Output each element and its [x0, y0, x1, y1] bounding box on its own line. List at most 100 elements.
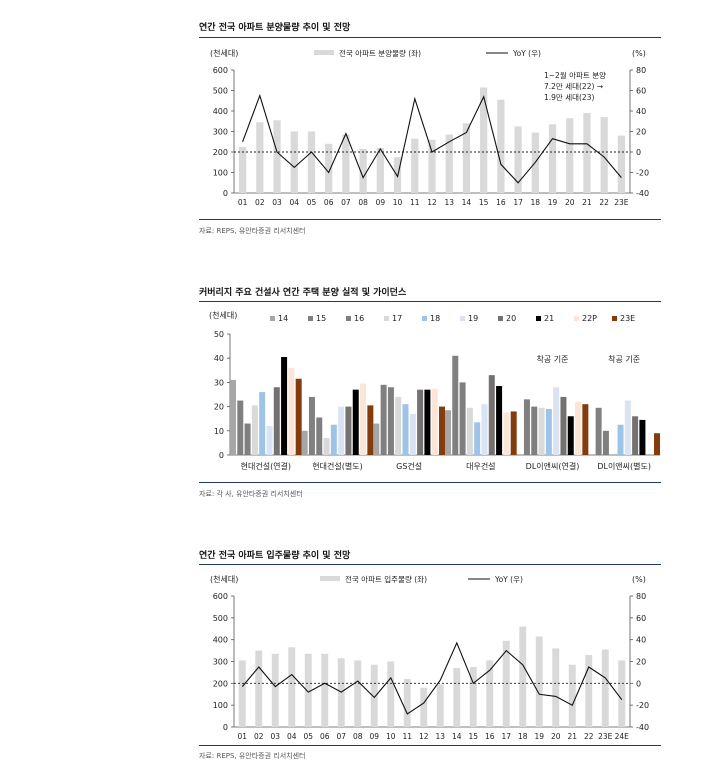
- supply-chart: 0 100 200 300 400 500 600 -40 -20 0 20 40 60 80 01 02 03…: [210, 48, 649, 207]
- bar-16: [387, 387, 394, 455]
- bar-18: [330, 424, 337, 455]
- x-tick-label: 05: [307, 198, 317, 207]
- x-tick-label: 06: [324, 198, 334, 207]
- chart2-top-rule: [199, 301, 661, 302]
- bar: [583, 113, 591, 193]
- legend-bar-label: 전국 아파트 입주물량 (좌): [345, 574, 427, 584]
- x-tick-label: 22: [584, 732, 594, 741]
- annotation-text: 7.2만 세대(22) →: [544, 82, 603, 91]
- bar: [601, 649, 609, 727]
- bar-20: [417, 389, 424, 455]
- builders-chart: 0 10 20 30 40 50 (천세대) 현대건설(연결) 현대건설(별도) GS건설 대우건설…: [209, 310, 661, 471]
- bar: [238, 660, 246, 727]
- y-left-tick-label: 600: [213, 592, 228, 601]
- bar-14: [229, 379, 236, 455]
- y-tick-label: 50: [214, 330, 224, 339]
- y-left-tick-label: 300: [213, 658, 228, 667]
- bar-19: [266, 425, 273, 455]
- bar: [453, 668, 461, 727]
- chart3-source: 자료: REPS, 유안타증권 리서치센터: [199, 752, 306, 760]
- annotation-text: 1~2월 아파트 분양: [544, 70, 606, 80]
- y-right-unit: (%): [632, 575, 646, 584]
- y-right-tick-label: 80: [636, 66, 646, 75]
- x-tick-label: 14: [452, 732, 462, 741]
- bar: [436, 684, 444, 727]
- x-tick-label: DL이앤씨(연결): [526, 461, 580, 471]
- x-tick-label: 19: [534, 732, 544, 741]
- x-tick-label: 13: [444, 198, 454, 207]
- bar-18: [545, 409, 552, 455]
- chart2-title: 커버리지 주요 건설사 연간 주택 분양 실적 및 가이던스: [199, 288, 407, 298]
- x-tick-label: 23E: [598, 732, 613, 741]
- annotation-text: 착공 기준: [608, 355, 640, 364]
- legend-bar-swatch: [320, 576, 340, 581]
- bar-22P: [431, 388, 438, 455]
- bar: [617, 135, 626, 193]
- x-tick-label: 현대건설(별도): [312, 461, 362, 471]
- bar-16: [531, 406, 538, 455]
- bar-14: [444, 410, 451, 455]
- bar-16: [602, 430, 609, 455]
- bar-23E: [295, 378, 302, 455]
- x-tick-label: DL이앤씨(별도): [597, 461, 651, 471]
- bar: [497, 99, 505, 193]
- bar-19: [338, 406, 345, 455]
- y-right-tick-label: 20: [636, 128, 646, 137]
- x-tick-label: 24E: [615, 732, 630, 741]
- y-right-tick-label: -20: [636, 701, 649, 710]
- x-tick-label: 20: [551, 732, 561, 741]
- bar-21: [496, 386, 503, 455]
- bar-20: [560, 396, 567, 455]
- bar-15: [380, 384, 387, 455]
- bar: [552, 648, 560, 727]
- x-tick-label: 10: [386, 732, 396, 741]
- y-right-tick-label: 60: [636, 614, 646, 623]
- y-tick-label: 20: [214, 403, 224, 412]
- bar-16: [316, 417, 323, 455]
- y-right-tick-label: -40: [636, 189, 649, 198]
- bar: [321, 653, 329, 727]
- y-tick-label: 30: [214, 378, 224, 387]
- chart2-bottom-rule: [199, 482, 661, 483]
- bar-23E: [582, 404, 589, 455]
- bar-16: [244, 423, 251, 455]
- legend-line-label: YoY (우): [494, 575, 523, 584]
- bar-20: [345, 406, 352, 455]
- yoy-line: [242, 93, 622, 184]
- bar-18: [617, 424, 624, 455]
- bar-16: [459, 382, 466, 455]
- x-tick-label: 06: [320, 732, 330, 741]
- x-tick-label: 20: [565, 198, 575, 207]
- y-tick-label: 10: [214, 427, 224, 436]
- bar: [469, 666, 477, 727]
- y-left-tick-label: 600: [213, 66, 228, 75]
- legend-label: 15: [316, 314, 326, 323]
- legend-label: 14: [278, 314, 288, 323]
- y-left-tick-label: 200: [213, 148, 228, 157]
- bar-15: [308, 396, 315, 455]
- x-tick-label: 16: [485, 732, 495, 741]
- chart1-title: 연간 전국 아파트 분양물량 추이 및 전망: [199, 23, 351, 33]
- bar: [256, 122, 264, 193]
- bar-21: [352, 389, 359, 455]
- bar-21: [424, 389, 431, 455]
- chart3-title: 연간 전국 아파트 입주물량 추이 및 전망: [199, 551, 351, 561]
- bar: [462, 123, 471, 193]
- bar-14: [373, 423, 380, 455]
- bar: [445, 134, 453, 193]
- x-tick-label: 08: [353, 732, 363, 741]
- x-tick-label: 01: [238, 198, 248, 207]
- x-tick-label: 15: [468, 732, 478, 741]
- y-right-unit: (%): [632, 49, 646, 58]
- x-tick-label: 12: [427, 198, 437, 207]
- x-tick-label: 17: [501, 732, 511, 741]
- bar: [387, 661, 395, 727]
- y-right-tick-label: -20: [636, 169, 649, 178]
- y-right-tick-label: 60: [636, 87, 646, 96]
- y-right-tick-label: 0: [636, 148, 641, 157]
- bar: [288, 647, 296, 727]
- y-tick-label: 0: [219, 451, 224, 460]
- bar-21: [281, 356, 288, 455]
- x-tick-label: 02: [255, 198, 265, 207]
- bar-23E: [439, 406, 446, 455]
